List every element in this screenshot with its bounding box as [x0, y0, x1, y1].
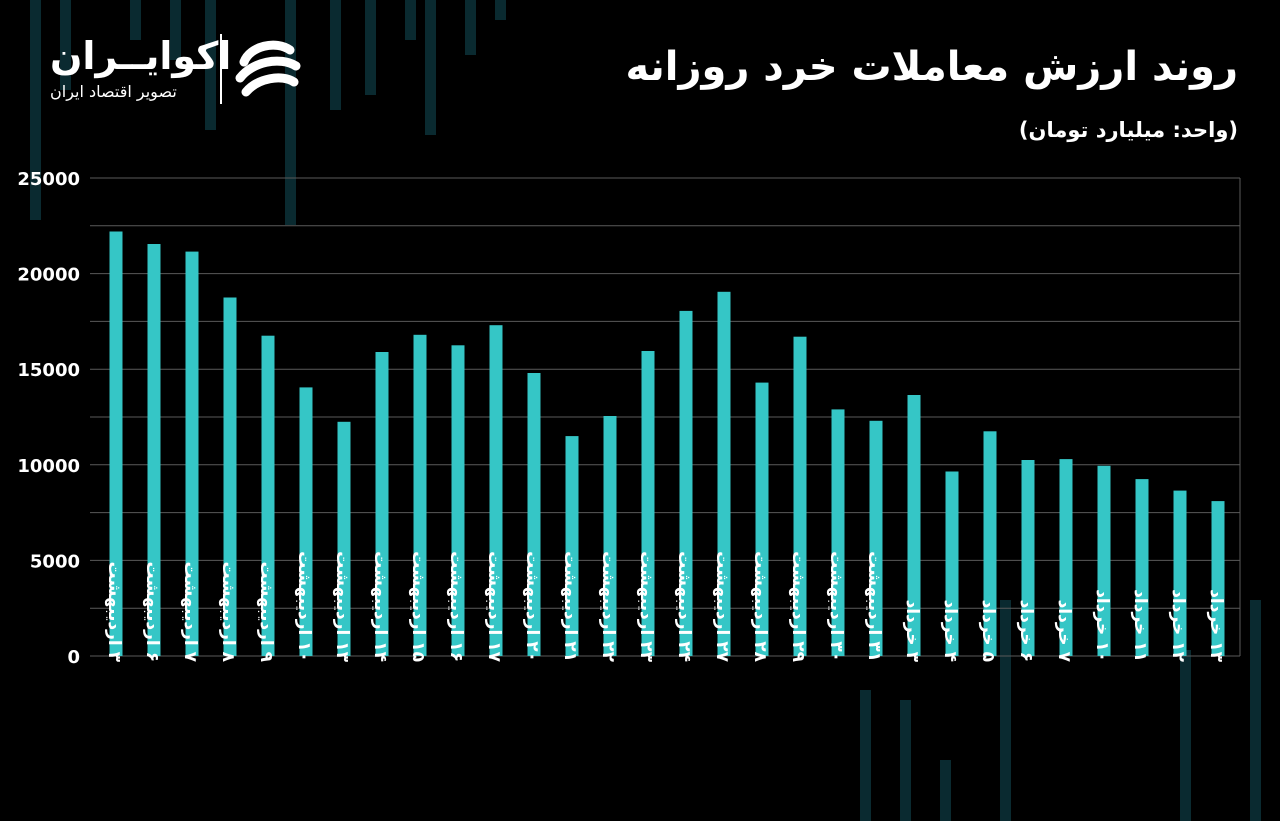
decor-bar [1250, 600, 1261, 821]
decor-bar [495, 0, 506, 20]
y-tick-label: 20000 [17, 265, 80, 286]
x-tick-label: ۲۹ اردیبهشت [788, 551, 808, 662]
decor-bar [205, 0, 216, 130]
x-tick-label: ۲۳ اردیبهشت [636, 551, 656, 662]
bar [717, 291, 731, 656]
x-tick-label: ۶ خرداد [1016, 600, 1036, 662]
decor-bar [900, 700, 911, 821]
decor-bar [1000, 600, 1011, 821]
bar [337, 421, 351, 656]
x-tick-label: ۱۳ خرداد [1206, 589, 1226, 662]
bar [375, 352, 389, 656]
decor-bar [1180, 650, 1191, 821]
bar [831, 409, 845, 656]
grid-lines [90, 177, 1241, 657]
x-tick-label: ۳ اردیبهشت [104, 562, 124, 663]
bar [603, 416, 617, 656]
x-tick-label: ۳۰ اردیبهشت [826, 551, 846, 662]
bar [793, 336, 807, 656]
x-tick-label: ۸ اردیبهشت [218, 562, 238, 663]
x-tick-label: ۲۲ اردیبهشت [598, 551, 618, 662]
x-tick-label: ۱۳ اردیبهشت [332, 551, 352, 662]
x-tick-label: ۴ خرداد [940, 600, 960, 662]
x-axis-labels: ۳ اردیبهشت ۶ اردیبهشت ۷ اردیبهشت ۸ اردیبهشت… [104, 551, 1226, 662]
x-tick-label: ۲۰ اردیبهشت [522, 551, 542, 662]
x-tick-label: ۱۷ اردیبهشت [484, 551, 504, 662]
brand-tagline: تصویر اقتصاد ایران [50, 82, 177, 101]
brand-logo: اکوایــران تصویر اقتصاد ایران [40, 30, 320, 110]
bar [1211, 501, 1225, 656]
x-tick-label: ۹ اردیبهشت [256, 562, 276, 663]
bar [755, 382, 769, 656]
x-tick-label: ۲۸ اردیبهشت [750, 551, 770, 662]
decor-bar [30, 0, 41, 220]
decor-bar [940, 760, 951, 821]
decor-bar [130, 0, 141, 40]
bar [907, 395, 921, 656]
chart-subtitle: (واحد: میلیارد تومان) [1018, 118, 1238, 142]
bar [223, 297, 237, 656]
bar [1173, 490, 1187, 656]
decor-bar [860, 690, 871, 821]
x-tick-label: ۶ اردیبهشت [142, 562, 162, 663]
decor-bar [330, 0, 341, 110]
y-tick-label: 5000 [30, 551, 80, 572]
bar [1135, 479, 1149, 656]
ecoiran-logo-icon [235, 40, 301, 97]
x-tick-label: ۷ اردیبهشت [180, 562, 200, 663]
decor-bar [285, 0, 296, 225]
bar [1059, 459, 1073, 656]
decor-bar [170, 0, 181, 60]
bar [109, 231, 123, 656]
bar [945, 471, 959, 656]
x-tick-label: ۱۲ خرداد [1168, 589, 1188, 662]
decor-bar [60, 0, 71, 90]
bar [147, 244, 161, 656]
bars [109, 231, 1225, 656]
x-tick-label: ۲۷ اردیبهشت [712, 551, 732, 662]
logo-divider [220, 34, 222, 104]
y-axis-ticks: 0 5000 10000 15000 20000 25000 [17, 169, 80, 668]
y-tick-label: 10000 [17, 456, 80, 477]
bar [1021, 460, 1035, 656]
x-tick-label: ۳ خرداد [902, 600, 922, 663]
bar [565, 436, 579, 656]
bar [185, 251, 199, 656]
x-tick-label: ۱۱ خرداد [1130, 589, 1150, 662]
bar [1097, 465, 1111, 656]
bar [527, 373, 541, 656]
decor-bar [425, 0, 436, 135]
x-tick-label: ۱۵ اردیبهشت [408, 551, 428, 662]
y-tick-label: 0 [67, 647, 80, 668]
bar [869, 420, 883, 656]
y-tick-label: 25000 [17, 169, 80, 190]
x-tick-label: ۷ خرداد [1054, 600, 1074, 663]
decor-bar [465, 0, 476, 55]
bar [679, 310, 693, 656]
x-tick-label: ۵ خرداد [978, 600, 998, 662]
decor-bar [405, 0, 416, 40]
bar [261, 335, 275, 656]
bar [983, 431, 997, 656]
bar [451, 345, 465, 656]
bar [299, 387, 313, 656]
chart-title: روند ارزش معاملات خرد روزانه [625, 44, 1238, 90]
x-tick-label: ۱۰ اردیبهشت [294, 551, 314, 662]
x-tick-label: ۱۰ خرداد [1092, 589, 1112, 662]
x-tick-label: ۲۱ اردیبهشت [560, 551, 580, 662]
bar [641, 351, 655, 656]
decor-bar [365, 0, 376, 95]
x-tick-label: ۱۶ اردیبهشت [446, 551, 466, 662]
bar [489, 325, 503, 656]
y-tick-label: 15000 [17, 360, 80, 381]
x-tick-label: ۳۱ اردیبهشت [864, 551, 884, 662]
brand-name: اکوایــران [50, 34, 232, 78]
x-tick-label: ۱۴ اردیبهشت [370, 551, 390, 662]
x-tick-label: ۲۴ اردیبهشت [674, 551, 694, 662]
bar [413, 334, 427, 656]
